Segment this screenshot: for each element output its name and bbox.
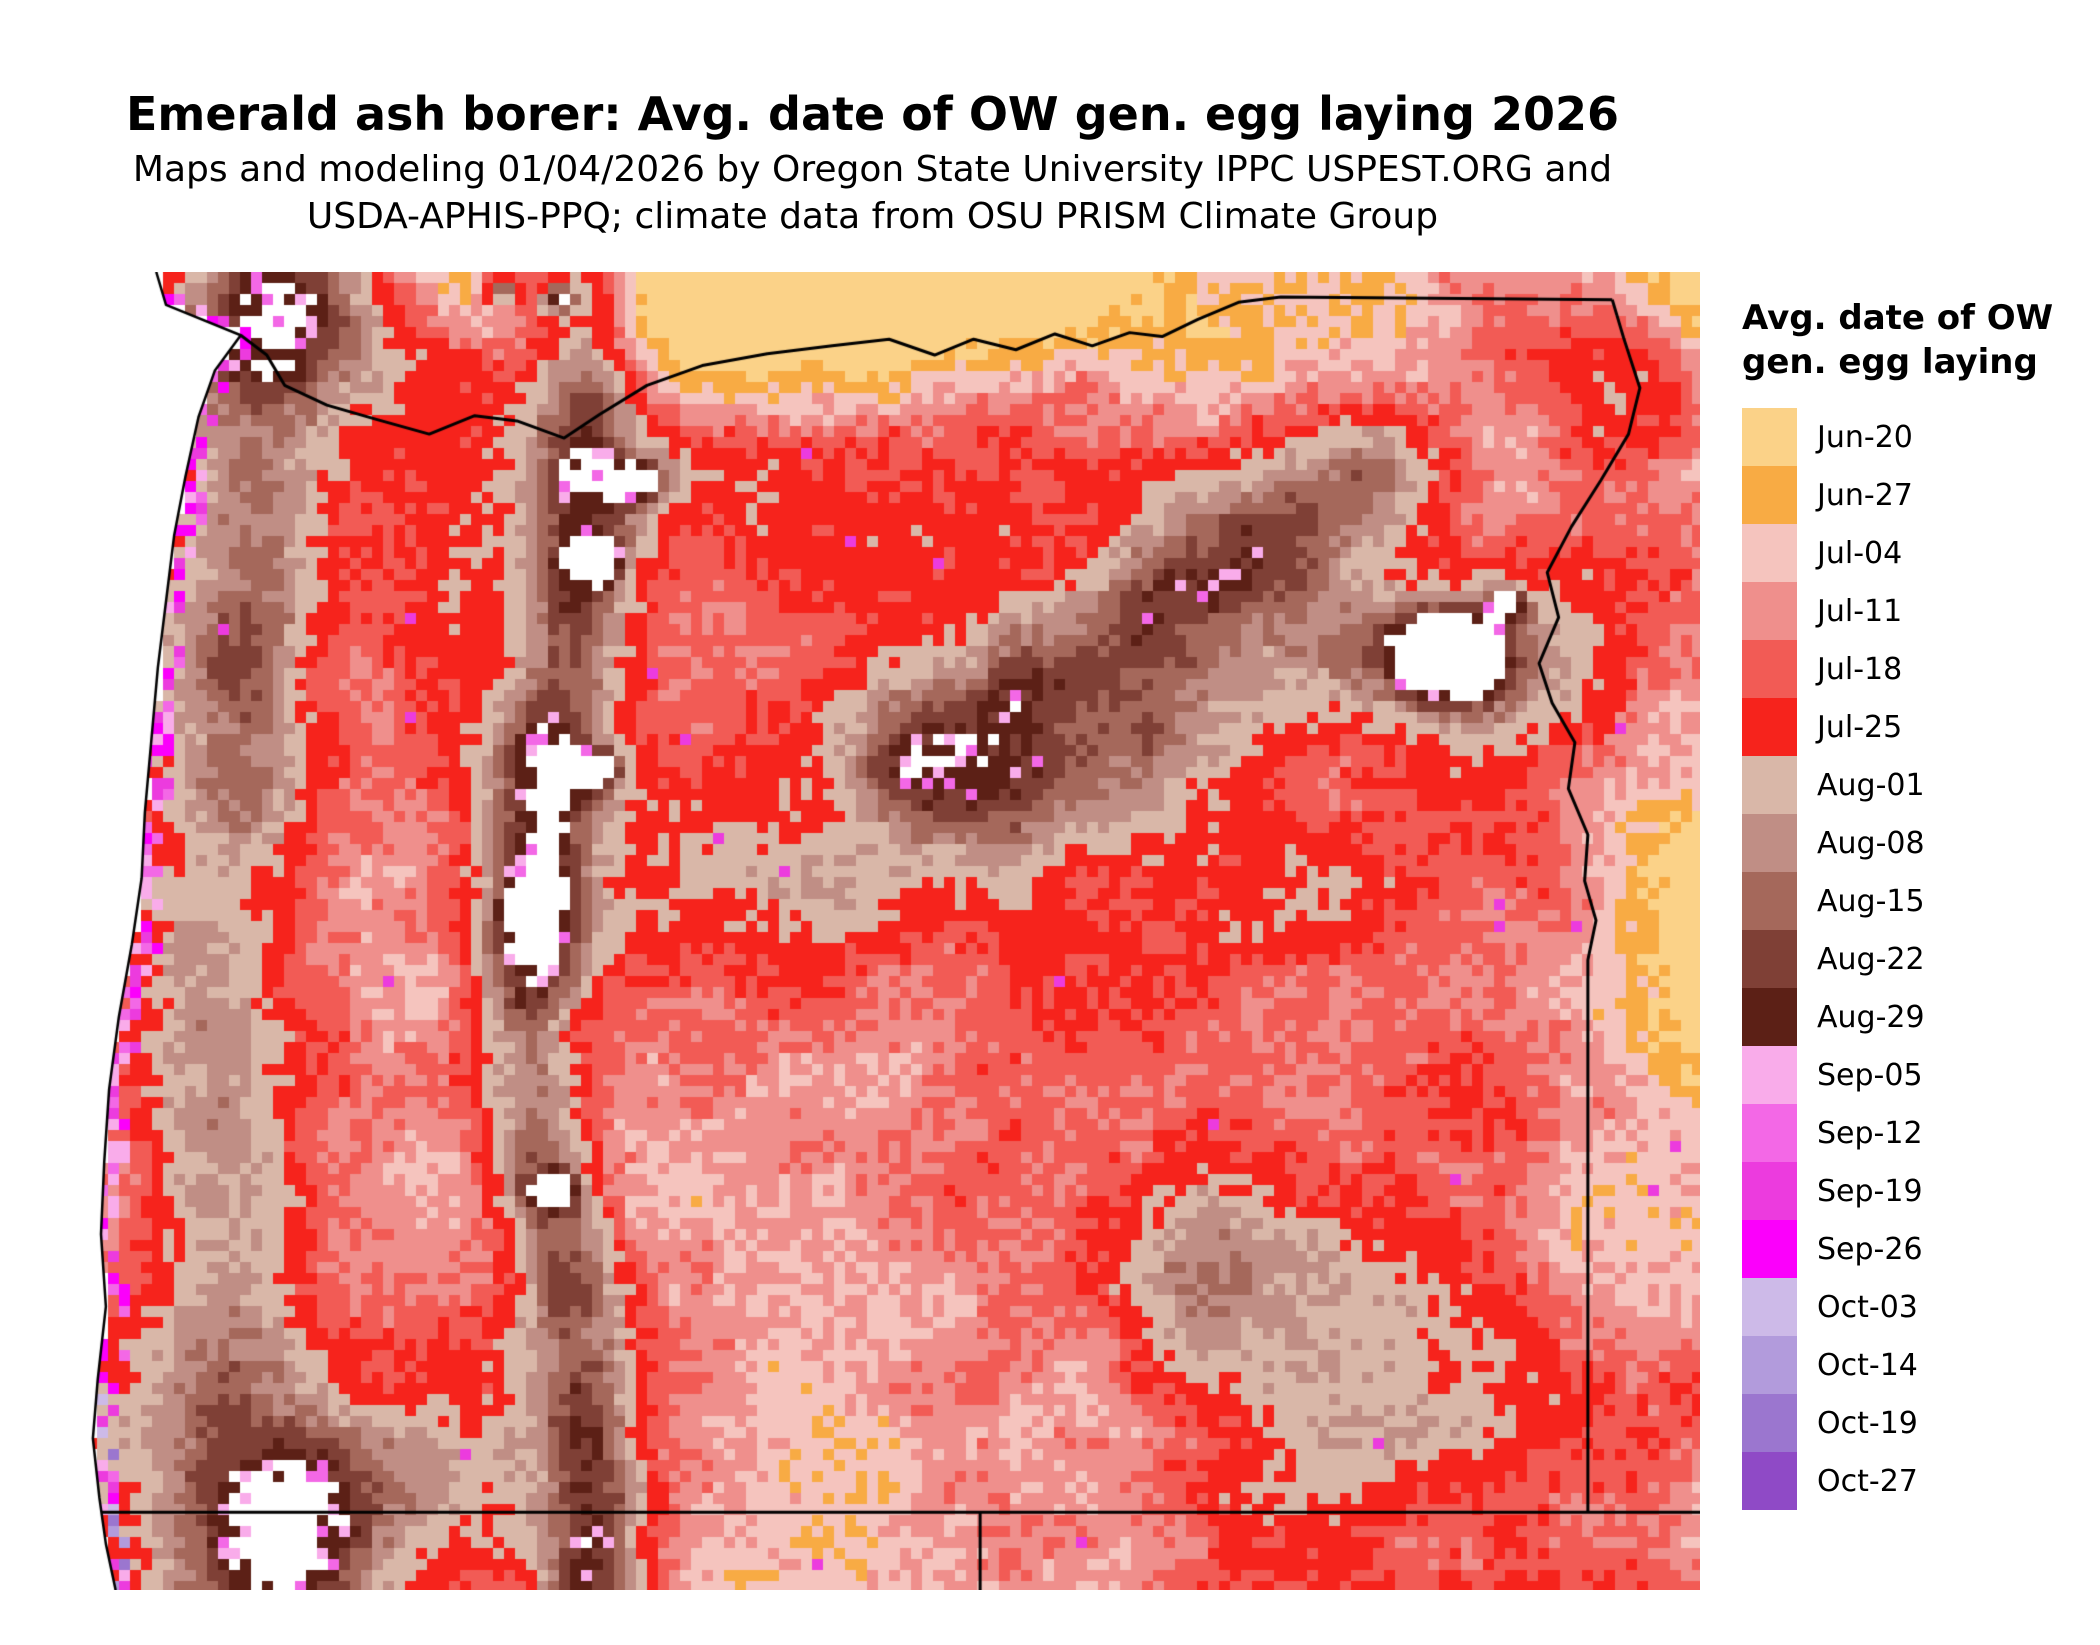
legend-swatch	[1742, 582, 1797, 640]
legend-row: Sep-12	[1742, 1104, 2098, 1162]
legend-label: Oct-27	[1817, 1463, 1918, 1499]
legend-label: Sep-26	[1817, 1231, 1923, 1267]
legend-row: Jul-18	[1742, 640, 2098, 698]
legend-swatch	[1742, 1162, 1797, 1220]
legend-swatch	[1742, 988, 1797, 1046]
legend-label: Aug-29	[1817, 999, 1925, 1035]
legend-title-line2: gen. egg laying	[1742, 342, 2038, 382]
oregon-raster-map-canvas	[75, 272, 1700, 1590]
legend-label: Oct-14	[1817, 1347, 1918, 1383]
legend-row: Oct-03	[1742, 1278, 2098, 1336]
legend-row: Oct-19	[1742, 1394, 2098, 1452]
legend-swatch	[1742, 1104, 1797, 1162]
legend-label: Aug-08	[1817, 825, 1925, 861]
legend-swatch	[1742, 756, 1797, 814]
legend-label: Oct-19	[1817, 1405, 1918, 1441]
legend-swatch	[1742, 1336, 1797, 1394]
legend-row: Sep-19	[1742, 1162, 2098, 1220]
legend-swatch	[1742, 814, 1797, 872]
legend-label: Oct-03	[1817, 1289, 1918, 1325]
page-title: Emerald ash borer: Avg. date of OW gen. …	[125, 86, 1619, 141]
legend-label: Jul-11	[1817, 593, 1903, 629]
legend-swatch	[1742, 1394, 1797, 1452]
legend-swatch	[1742, 1220, 1797, 1278]
legend-row: Jul-11	[1742, 582, 2098, 640]
legend-entries: Jun-20 Jun-27 Jul-04 Jul-11 Jul-18 Jul-25 Aug-…	[1742, 408, 2098, 1510]
legend-row: Sep-05	[1742, 1046, 2098, 1104]
legend-swatch	[1742, 408, 1797, 466]
legend-row: Oct-14	[1742, 1336, 2098, 1394]
legend-label: Sep-05	[1817, 1057, 1923, 1093]
legend-label: Jun-27	[1817, 477, 1913, 513]
map-subtitle: Maps and modeling 01/04/2026 by Oregon S…	[0, 146, 1745, 240]
legend-label: Jul-25	[1817, 709, 1903, 745]
legend-row: Aug-08	[1742, 814, 2098, 872]
legend-swatch	[1742, 640, 1797, 698]
legend-label: Sep-19	[1817, 1173, 1923, 1209]
legend-row: Aug-29	[1742, 988, 2098, 1046]
legend-row: Aug-01	[1742, 756, 2098, 814]
legend-label: Jun-20	[1817, 419, 1913, 455]
legend-row: Aug-15	[1742, 872, 2098, 930]
legend-title: Avg. date of OW gen. egg laying	[1742, 296, 2098, 384]
legend-swatch	[1742, 1278, 1797, 1336]
legend-label: Aug-01	[1817, 767, 1925, 803]
legend-swatch	[1742, 872, 1797, 930]
legend-row: Oct-27	[1742, 1452, 2098, 1510]
legend-title-line1: Avg. date of OW	[1742, 298, 2054, 338]
legend-label: Aug-15	[1817, 883, 1925, 919]
legend-swatch	[1742, 524, 1797, 582]
legend-swatch	[1742, 930, 1797, 988]
legend-label: Sep-12	[1817, 1115, 1923, 1151]
legend-row: Aug-22	[1742, 930, 2098, 988]
legend-label: Aug-22	[1817, 941, 1925, 977]
legend-row: Jul-25	[1742, 698, 2098, 756]
legend-row: Sep-26	[1742, 1220, 2098, 1278]
legend-label: Jul-04	[1817, 535, 1903, 571]
map-subtitle-line1: Maps and modeling 01/04/2026 by Oregon S…	[132, 149, 1613, 190]
legend-swatch	[1742, 1046, 1797, 1104]
legend-swatch	[1742, 466, 1797, 524]
legend-row: Jun-27	[1742, 466, 2098, 524]
legend-row: Jul-04	[1742, 524, 2098, 582]
map-subtitle-line2: USDA-APHIS-PPQ; climate data from OSU PR…	[306, 196, 1439, 237]
legend-row: Jun-20	[1742, 408, 2098, 466]
legend-swatch	[1742, 698, 1797, 756]
legend-label: Jul-18	[1817, 651, 1903, 687]
legend: Avg. date of OW gen. egg laying Jun-20 Ju…	[1742, 296, 2098, 1510]
legend-swatch	[1742, 1452, 1797, 1510]
